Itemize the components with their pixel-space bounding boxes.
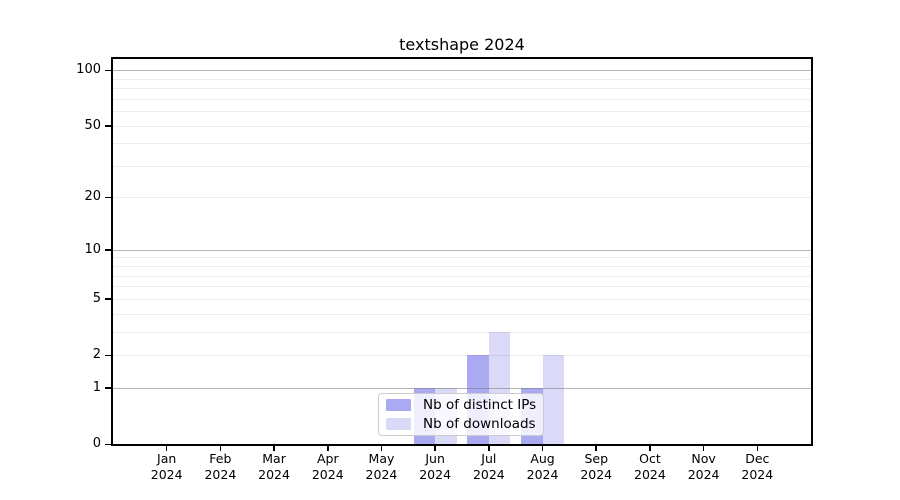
x-tick-label: Sep 2024 xyxy=(566,451,626,482)
y-tick xyxy=(105,387,112,389)
x-tick-year: 2024 xyxy=(634,466,666,482)
y-tick-label: 2 xyxy=(92,347,101,362)
x-tick-label: Jul 2024 xyxy=(459,451,519,482)
x-tick-month: Jul xyxy=(481,451,497,466)
x-tick-label: Jun 2024 xyxy=(405,451,465,482)
minor-gridline xyxy=(113,331,811,333)
x-tick xyxy=(327,446,329,451)
x-tick xyxy=(756,446,759,451)
y-tick-label: 1 xyxy=(92,379,101,395)
x-tick-year: 2024 xyxy=(741,466,774,482)
x-tick-month: Feb xyxy=(209,451,232,466)
x-tick-month: Mar xyxy=(262,451,286,466)
x-tick-label: Apr 2024 xyxy=(298,451,358,482)
legend-label: Nb of distinct IPs xyxy=(423,397,537,413)
plot-area: 0 1 2 5 10 20 50 100 Jan 2024 Feb 2024 Mar 2024 Apr 20… xyxy=(76,57,813,482)
minor-gridline xyxy=(113,197,811,199)
legend-label: Nb of downloads xyxy=(423,416,536,432)
x-tick xyxy=(702,446,705,451)
y-tick xyxy=(105,249,112,251)
x-tick-year: 2024 xyxy=(687,466,720,482)
x-tick-month: Aug xyxy=(530,451,555,466)
x-tick-year: 2024 xyxy=(526,466,559,482)
x-tick-month: Jan xyxy=(157,451,177,466)
minor-gridline xyxy=(113,298,811,300)
x-tick-year: 2024 xyxy=(580,466,613,482)
x-tick xyxy=(219,446,222,451)
x-tick-month: May xyxy=(368,451,395,466)
x-tick-month: Oct xyxy=(639,451,661,466)
major-gridline xyxy=(113,387,811,389)
y-tick-label: 0 xyxy=(92,436,101,451)
x-tick xyxy=(273,446,275,451)
legend-swatch-downloads-icon xyxy=(386,418,411,430)
legend: Nb of distinct IPs Nb of downloads xyxy=(378,393,544,436)
x-tick-label: Feb 2024 xyxy=(190,451,250,482)
x-tick-year: 2024 xyxy=(311,466,344,482)
x-tick-label: Dec 2024 xyxy=(727,451,787,482)
chart-title: textshape 2024 xyxy=(399,35,525,54)
x-tick xyxy=(649,446,651,451)
legend-item-downloads: Nb of downloads xyxy=(386,416,536,432)
y-tick xyxy=(105,443,112,445)
x-tick-label: Mar 2024 xyxy=(244,451,304,482)
x-tick-year: 2024 xyxy=(472,466,505,482)
y-tick-label: 5 xyxy=(92,290,101,306)
bar-downloads xyxy=(542,355,565,444)
x-tick-label: Aug 2024 xyxy=(513,451,573,482)
x-tick-year: 2024 xyxy=(204,466,237,482)
minor-gridline xyxy=(113,257,811,259)
x-tick-year: 2024 xyxy=(150,466,183,482)
y-tick-label: 20 xyxy=(84,189,101,205)
minor-gridline xyxy=(113,313,811,315)
major-gridline xyxy=(113,249,811,251)
y-tick xyxy=(105,125,112,127)
minor-gridline xyxy=(113,78,811,80)
x-tick-label: Nov 2024 xyxy=(674,451,734,482)
gridlines-layer xyxy=(113,59,811,444)
x-tick-month: Dec xyxy=(745,451,770,466)
y-tick-label: 50 xyxy=(84,117,101,133)
x-tick xyxy=(380,446,383,451)
minor-gridline xyxy=(113,143,811,145)
x-tick-year: 2024 xyxy=(365,466,398,482)
minor-gridline xyxy=(113,111,811,113)
legend-swatch-distinct-ips-icon xyxy=(386,399,411,411)
major-gridline xyxy=(113,70,811,72)
x-tick-label: Jan 2024 xyxy=(137,451,197,482)
x-axis: Jan 2024 Feb 2024 Mar 2024 Apr 2024 May 2024 Jun 20… xyxy=(113,59,811,482)
x-tick-month: Jun xyxy=(425,451,445,466)
minor-gridline xyxy=(113,275,811,277)
y-tick xyxy=(105,354,112,356)
minor-gridline xyxy=(113,98,811,100)
x-tick-year: 2024 xyxy=(419,466,452,482)
x-tick xyxy=(595,446,597,451)
y-tick-label: 100 xyxy=(76,62,101,78)
minor-gridline xyxy=(113,165,811,167)
minor-gridline xyxy=(113,125,811,127)
x-tick-month: Sep xyxy=(584,451,608,466)
x-tick xyxy=(165,446,168,451)
x-tick xyxy=(541,446,544,451)
minor-gridline xyxy=(113,88,811,90)
x-tick-month: Nov xyxy=(691,451,716,466)
y-tick xyxy=(105,196,112,199)
y-tick xyxy=(105,69,112,72)
x-tick-month: Apr xyxy=(316,451,339,466)
minor-gridline xyxy=(113,266,811,268)
minor-gridline xyxy=(113,355,811,356)
minor-gridline xyxy=(113,286,811,288)
x-tick-year: 2024 xyxy=(258,466,290,482)
legend-item-distinct-ips: Nb of distinct IPs xyxy=(386,397,536,413)
y-axis: 0 1 2 5 10 20 50 100 xyxy=(76,59,811,451)
x-tick-label: Oct 2024 xyxy=(620,451,680,482)
y-tick-label: 10 xyxy=(84,241,101,257)
x-tick xyxy=(434,446,436,451)
x-tick xyxy=(488,446,490,451)
y-tick xyxy=(105,298,112,300)
x-tick-label: May 2024 xyxy=(351,451,411,482)
